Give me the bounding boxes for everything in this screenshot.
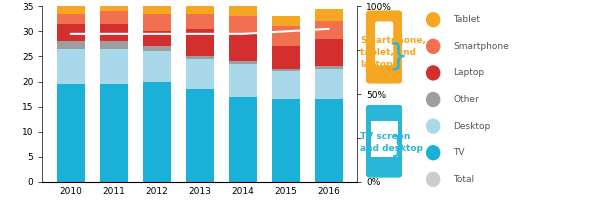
Bar (186, 59, 214, 89)
Bar (57, 84, 85, 182)
Bar (315, 69, 342, 99)
Bar (100, 41, 128, 49)
Text: TV screen
and desktop: TV screen and desktop (360, 132, 423, 153)
Circle shape (426, 92, 440, 107)
Text: Desktop: Desktop (453, 122, 491, 131)
Bar (143, 82, 171, 182)
Bar (272, 99, 299, 182)
Text: Tablet: Tablet (453, 15, 480, 24)
Circle shape (426, 39, 440, 54)
Circle shape (426, 65, 440, 81)
Bar (143, 14, 171, 31)
Bar (272, 46, 299, 69)
FancyBboxPatch shape (364, 104, 404, 178)
Bar (229, 34, 257, 61)
Bar (229, 97, 257, 182)
FancyBboxPatch shape (371, 121, 397, 157)
Bar (57, 24, 85, 41)
Bar (315, 99, 342, 182)
Bar (229, 64, 257, 97)
Bar (57, 14, 85, 24)
FancyBboxPatch shape (375, 22, 393, 65)
Text: }: } (390, 134, 406, 158)
Bar (143, 46, 171, 51)
Bar (100, 11, 128, 24)
Text: Smartphone,
tablet, and
laptop: Smartphone, tablet, and laptop (360, 36, 426, 69)
Text: Total: Total (453, 175, 474, 184)
Bar (100, 24, 128, 41)
Bar (143, 51, 171, 82)
Bar (143, 31, 171, 46)
Bar (315, 21, 342, 39)
Bar (272, 16, 299, 26)
Bar (186, 6, 214, 14)
Circle shape (426, 12, 440, 27)
Bar (229, 16, 257, 34)
Bar (57, 6, 85, 14)
Bar (57, 49, 85, 84)
Text: }: } (388, 42, 408, 71)
Bar (315, 9, 342, 21)
Circle shape (426, 145, 440, 161)
Bar (272, 69, 299, 71)
Bar (100, 84, 128, 182)
Bar (315, 39, 342, 66)
Bar (143, 6, 171, 14)
Text: Laptop: Laptop (453, 68, 484, 77)
Bar (100, 4, 128, 11)
Bar (229, 6, 257, 16)
FancyBboxPatch shape (364, 10, 404, 84)
Bar (186, 56, 214, 59)
Circle shape (426, 119, 440, 134)
Text: Other: Other (453, 95, 479, 104)
Text: TV: TV (453, 148, 465, 157)
Bar (100, 49, 128, 84)
Bar (272, 26, 299, 46)
Circle shape (426, 172, 440, 187)
Bar (57, 41, 85, 49)
Bar (315, 66, 342, 69)
Bar (229, 61, 257, 64)
Bar (186, 89, 214, 182)
Bar (186, 29, 214, 56)
Bar (272, 71, 299, 99)
Text: Smartphone: Smartphone (453, 42, 509, 51)
Bar (186, 14, 214, 29)
